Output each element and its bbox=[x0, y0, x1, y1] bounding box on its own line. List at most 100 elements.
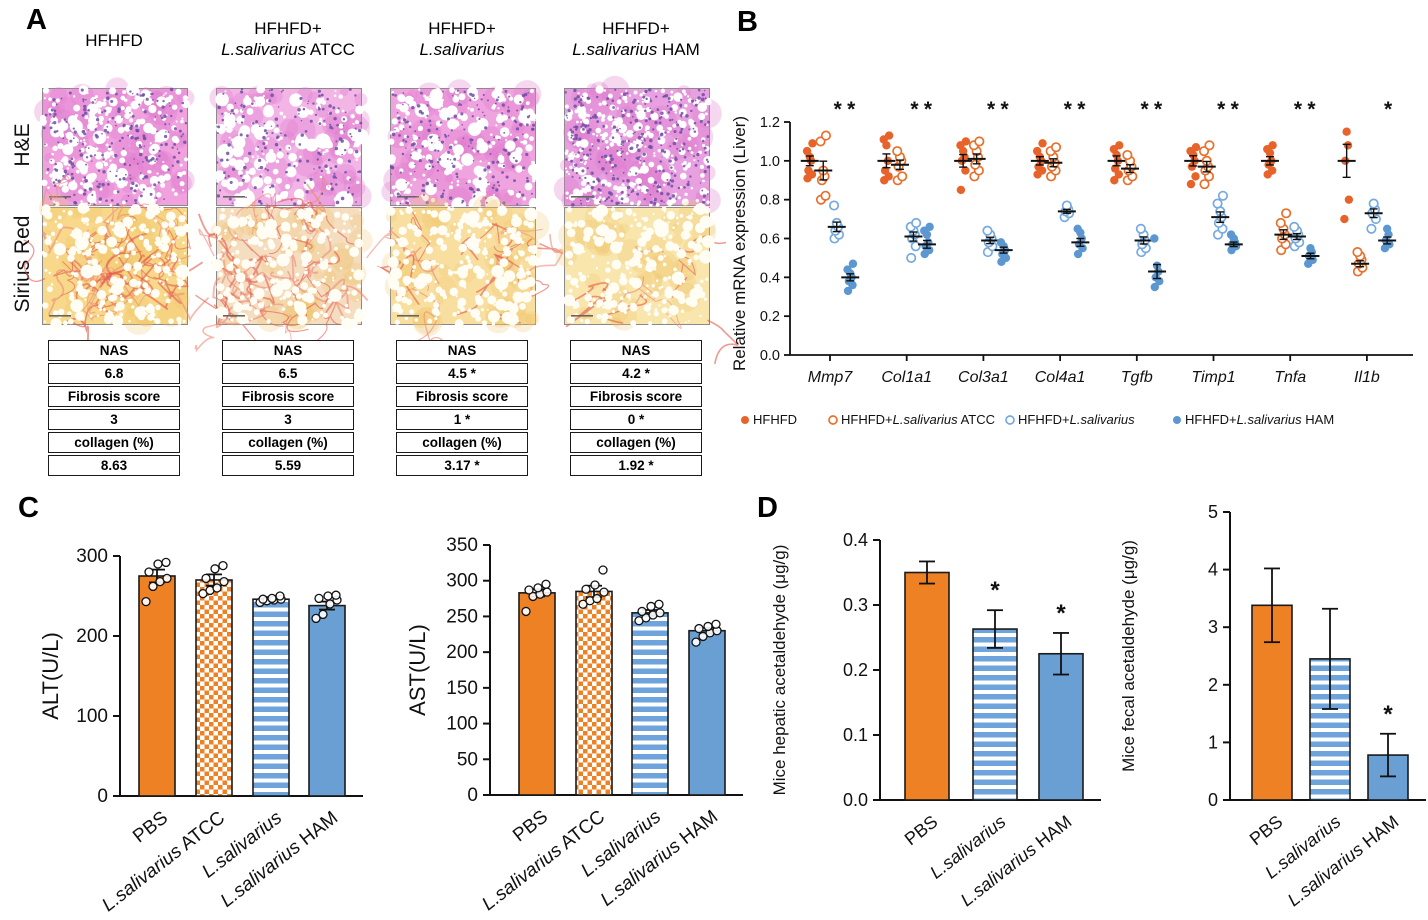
data-point bbox=[218, 560, 228, 571]
gene-group-Tnfa: * * bbox=[1260, 98, 1320, 268]
data-point bbox=[1073, 224, 1082, 233]
gene-group-Timp1: * * bbox=[1184, 98, 1243, 255]
y-axis: 0.0 0.1 0.2 0.3 0.4 bbox=[843, 530, 1101, 810]
legend-marker-icon bbox=[741, 416, 749, 424]
error-bar bbox=[1053, 632, 1069, 676]
data-point bbox=[655, 608, 665, 618]
table-cell: Fibrosis score bbox=[222, 386, 354, 407]
y-tick-label: 2 bbox=[1208, 675, 1218, 695]
data-point bbox=[1191, 143, 1201, 152]
panel-c-label: C bbox=[18, 492, 39, 524]
data-point bbox=[1038, 139, 1047, 148]
data-point bbox=[219, 576, 229, 587]
y-tick-label: 150 bbox=[446, 678, 478, 699]
data-point bbox=[884, 131, 894, 140]
y-tick-label: 0 bbox=[97, 786, 108, 807]
data-point bbox=[592, 593, 602, 604]
nas-fibrosis-collagen-table: NAS 4.5 * Fibrosis score 1 * collagen (%) 3.1… bbox=[396, 338, 528, 476]
y-axis-label: ALT(U/L) bbox=[38, 632, 63, 720]
nas-fibrosis-collagen-table: NAS 4.2 * Fibrosis score 0 * collagen (%) 1.9… bbox=[570, 338, 702, 476]
bar bbox=[1038, 652, 1084, 801]
bar-group-L.salivarius bbox=[1309, 607, 1351, 801]
gene-label: Col1a1 bbox=[881, 369, 932, 386]
gene-group-Col3a1: * * bbox=[954, 98, 1013, 266]
scale-bar bbox=[397, 196, 419, 198]
data-point bbox=[542, 587, 552, 597]
data-point bbox=[1306, 244, 1315, 253]
table-cell: NAS bbox=[222, 340, 354, 361]
data-point bbox=[829, 200, 840, 211]
legend-marker-icon bbox=[828, 415, 838, 425]
data-point bbox=[1150, 234, 1159, 243]
significance-asterisk: * bbox=[1231, 98, 1240, 121]
bar bbox=[518, 592, 556, 796]
significance-asterisk: * bbox=[990, 577, 1000, 604]
y-tick-label: 200 bbox=[446, 642, 478, 663]
data-point bbox=[996, 238, 1006, 247]
series-points bbox=[1198, 140, 1215, 190]
table-cell: 6.5 bbox=[222, 363, 354, 384]
series-points bbox=[815, 130, 831, 205]
table-cell: 0 * bbox=[570, 409, 702, 430]
panel-a-column-title: HFHFD+ L.salivarius HAM bbox=[572, 19, 700, 59]
bar-group-L.salivarius bbox=[631, 599, 669, 796]
data-point bbox=[698, 631, 708, 642]
panel-a-column-title: HFHFD bbox=[85, 31, 143, 50]
data-point bbox=[148, 581, 158, 592]
bar bbox=[195, 579, 233, 797]
y-tick-label: 0.3 bbox=[843, 595, 868, 615]
data-point bbox=[1122, 149, 1133, 161]
significance-asterisk: * bbox=[1383, 701, 1393, 728]
data-point bbox=[521, 606, 531, 617]
data-point bbox=[956, 185, 966, 195]
data-point bbox=[1115, 141, 1124, 150]
gene-label: Tgfb bbox=[1121, 369, 1153, 386]
gene-group-Col1a1: * * bbox=[877, 98, 936, 263]
y-tick-label: 250 bbox=[446, 606, 478, 627]
bar-group-PBS bbox=[904, 560, 950, 801]
x-category-label: PBS bbox=[901, 811, 942, 849]
data-point bbox=[267, 593, 277, 604]
error-bar bbox=[1322, 607, 1338, 710]
legend-item: HFHFD+L.salivarius HAM bbox=[1173, 412, 1334, 427]
data-point bbox=[1212, 198, 1223, 209]
sirius-red-stain-image bbox=[194, 177, 373, 357]
table-cell: collagen (%) bbox=[396, 432, 528, 453]
y-tick-label: 0.2 bbox=[760, 309, 780, 325]
scale-bar bbox=[223, 315, 245, 317]
series-points bbox=[802, 139, 817, 183]
significance-asterisk: * bbox=[1077, 98, 1086, 121]
data-point bbox=[1344, 195, 1354, 204]
data-point bbox=[691, 637, 701, 647]
sirius-red-row-label: Sirius Red bbox=[11, 215, 34, 313]
he-row-label: H&E bbox=[11, 123, 34, 167]
data-point bbox=[974, 136, 985, 147]
y-tick-label: 300 bbox=[76, 546, 108, 567]
bar-group-L.salivarius-HAM: * bbox=[1038, 600, 1084, 801]
bar-group-PBS bbox=[1251, 567, 1293, 801]
data-point bbox=[275, 591, 285, 601]
data-point bbox=[1061, 200, 1072, 211]
data-point bbox=[1275, 217, 1286, 229]
error-bar bbox=[1380, 732, 1396, 778]
data-point bbox=[1135, 223, 1146, 234]
scale-bar bbox=[397, 315, 419, 317]
data-point bbox=[703, 621, 713, 632]
bar-group-L.salivarius bbox=[252, 591, 290, 797]
legend-label: HFHFD+L.salivarius ATCC bbox=[841, 412, 995, 427]
legend: HFHFD HFHFD+L.salivarius ATCC HFHFD+L.sali… bbox=[741, 412, 1334, 427]
scale-bar bbox=[571, 315, 593, 317]
nas-fibrosis-collagen-table: NAS 6.8 Fibrosis score 3 collagen (%) 8.63 bbox=[48, 338, 180, 476]
scale-bar bbox=[571, 196, 593, 198]
significance-asterisk: * bbox=[1056, 600, 1066, 627]
gene-group-Col4a1: * * bbox=[1030, 98, 1090, 259]
data-point bbox=[318, 609, 328, 620]
y-tick-label: 0.4 bbox=[843, 530, 868, 550]
bar bbox=[575, 590, 613, 796]
data-point bbox=[906, 252, 917, 263]
gene-group-Il1b: * bbox=[1337, 98, 1397, 277]
gene-label: Col3a1 bbox=[958, 369, 1009, 386]
data-point bbox=[323, 591, 333, 601]
y-tick-label: 0.6 bbox=[760, 232, 780, 248]
